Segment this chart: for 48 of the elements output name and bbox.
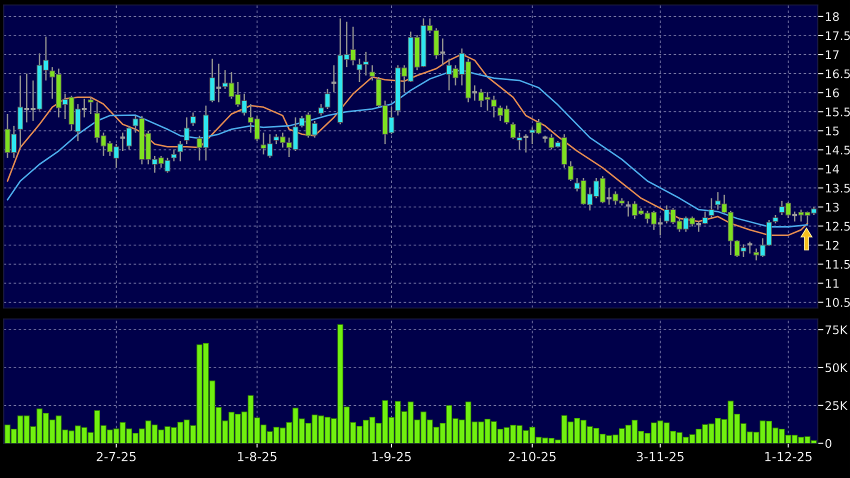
candlestick — [88, 96, 94, 115]
y-tick-label: 16 — [826, 88, 839, 98]
candlestick — [439, 38, 446, 66]
candlestick — [746, 240, 754, 254]
candlestick — [791, 210, 798, 222]
x-tick-label: 1-9-25 — [372, 452, 411, 462]
y-tick-label: 11 — [826, 279, 839, 288]
candlestick — [171, 148, 177, 162]
candlestick — [702, 210, 708, 225]
y-tick-label: 16.5 — [826, 69, 850, 78]
x-tick-label: 2-7-25 — [96, 452, 136, 462]
y-tick-label: 18 — [826, 12, 839, 22]
candlestick — [190, 112, 196, 127]
candlestick — [370, 64, 376, 82]
candlestick — [568, 160, 574, 182]
candlestick — [318, 103, 324, 116]
y-tick-label: 12.5 — [826, 222, 850, 231]
candlestick — [178, 140, 184, 162]
candlestick — [708, 198, 714, 219]
y-tick-label: 13 — [826, 202, 839, 212]
candlestick — [522, 134, 530, 154]
y-tick-label: 14.5 — [826, 146, 850, 154]
candlestick — [18, 74, 24, 148]
candlestick — [210, 58, 216, 103]
y-tick-label: 75K — [826, 325, 848, 334]
y-tick-label: 0 — [825, 439, 832, 448]
y-tick-label: 50K — [826, 363, 848, 372]
y-tick-label: 13.5 — [826, 184, 850, 193]
x-tick-label: 3-11-25 — [636, 452, 684, 462]
y-tick-label: 11.5 — [826, 260, 850, 269]
candlestick — [215, 63, 222, 103]
y-tick-label: 15 — [826, 126, 839, 136]
y-tick-label: 12 — [826, 240, 838, 250]
candlestick — [330, 64, 338, 93]
y-tick-label: 14 — [826, 164, 840, 174]
candlestick — [695, 220, 702, 232]
y-tick-label: 10.5 — [826, 298, 850, 307]
y-tick-label: 15.5 — [826, 108, 850, 116]
y-tick-label: 25K — [826, 401, 848, 410]
candlestick — [324, 88, 330, 110]
x-tick-label: 2-10-25 — [508, 452, 556, 462]
x-tick-label: 1-12-25 — [765, 452, 812, 462]
candlestick — [126, 125, 132, 150]
y-tick-label: 17 — [826, 50, 839, 60]
y-tick-label: 17.5 — [826, 31, 850, 40]
candlestick — [471, 84, 478, 102]
x-tick-label: 1-8-25 — [238, 452, 276, 462]
candlestick — [184, 116, 190, 145]
